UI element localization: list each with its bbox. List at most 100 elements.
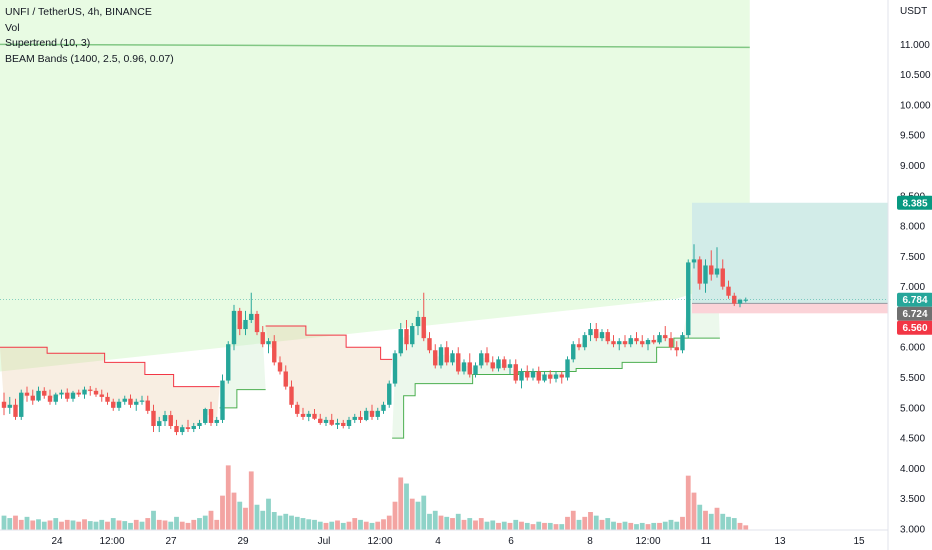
price-tick-label[interactable]: 4.500 [900,434,925,445]
symbol-title[interactable]: UNFI / TetherUS, 4h, BINANCE [5,6,152,18]
candle-body[interactable] [548,374,553,379]
candle-body[interactable] [461,362,467,372]
candle-body[interactable] [168,415,173,426]
candle-body[interactable] [162,415,168,422]
candle-body[interactable] [105,396,110,402]
price-tick-label[interactable]: 8.000 [900,222,925,233]
candle-body[interactable] [1,401,7,408]
candle-body[interactable] [433,350,438,366]
candle-body[interactable] [116,401,122,408]
last-price-tag-bg[interactable] [897,292,932,307]
candle-body[interactable] [226,344,231,381]
candle-body[interactable] [151,410,156,426]
candle-body[interactable] [582,335,587,348]
candle-body[interactable] [180,427,185,433]
candle-body[interactable] [387,383,392,405]
candle-body[interactable] [381,404,386,411]
candle-body[interactable] [88,389,93,391]
candle-body[interactable] [444,347,449,363]
candle-body[interactable] [519,371,524,381]
position-target-zone[interactable] [692,202,888,304]
candle-body[interactable] [427,338,432,351]
candle-body[interactable] [358,416,363,420]
last-price-tag[interactable]: 6.784 [902,295,927,306]
price-tick-label[interactable]: 3.500 [900,494,925,505]
price-tick-label[interactable]: 3.000 [900,524,925,535]
price-tick-label[interactable]: 6.000 [900,343,925,354]
candle-body[interactable] [536,371,541,381]
candle-body[interactable] [231,310,237,345]
candle-body[interactable] [53,394,58,402]
candle-body[interactable] [185,427,191,430]
candle-body[interactable] [346,419,352,426]
candle-body[interactable] [525,371,530,378]
candle-body[interactable] [559,374,564,378]
candle-body[interactable] [82,389,87,395]
candle-body[interactable] [237,310,242,330]
time-tick-label[interactable]: 12:00 [367,536,392,547]
candle-body[interactable] [651,339,656,343]
price-tick-label[interactable]: 4.000 [900,464,925,475]
candle-body[interactable] [456,353,461,372]
candle-body[interactable] [30,395,35,401]
candle-body[interactable] [484,353,490,363]
candle-body[interactable] [634,338,639,342]
candle-body[interactable] [720,268,725,287]
candle-body[interactable] [703,265,708,284]
candle-body[interactable] [415,316,421,327]
candle-body[interactable] [605,332,610,342]
candle-body[interactable] [553,374,559,379]
time-tick-label[interactable]: 11 [701,536,712,547]
time-tick-label[interactable]: 6 [508,536,514,547]
candle-body[interactable] [421,316,426,339]
candle-body[interactable] [375,410,380,417]
candle-body[interactable] [42,390,47,396]
candle-body[interactable] [450,353,455,363]
candle-body[interactable] [341,422,346,426]
candle-body[interactable] [726,286,731,296]
candle-body[interactable] [191,425,196,430]
candle-body[interactable] [410,326,415,345]
candle-body[interactable] [674,347,679,351]
candle-body[interactable] [490,362,495,369]
candle-body[interactable] [197,422,202,426]
candle-body[interactable] [628,338,633,345]
time-tick-label[interactable]: 15 [853,536,865,547]
candle-body[interactable] [732,295,737,304]
candle-body[interactable] [617,341,622,345]
candle-body[interactable] [318,418,323,423]
candle-body[interactable] [128,398,133,405]
candle-body[interactable] [714,268,720,275]
candle-body[interactable] [76,392,81,395]
candle-body[interactable] [7,404,12,408]
candle-body[interactable] [93,390,99,395]
candle-body[interactable] [243,319,248,330]
candle-body[interactable] [134,401,139,405]
candle-body[interactable] [599,332,605,339]
candle-body[interactable] [260,332,265,345]
candle-body[interactable] [542,374,547,381]
price-tick-label[interactable]: 11.000 [900,40,930,51]
candle-body[interactable] [254,313,260,333]
candle-body[interactable] [352,416,357,420]
price-tick-label[interactable]: 7.500 [900,252,925,263]
candle-body[interactable] [208,409,214,423]
time-tick-label[interactable]: 13 [774,536,786,547]
time-tick-label[interactable]: 8 [587,536,593,547]
candle-body[interactable] [392,353,398,384]
candle-body[interactable] [404,329,409,345]
candle-body[interactable] [369,410,375,417]
candle-body[interactable] [122,398,127,402]
candle-body[interactable] [139,400,145,402]
candle-body[interactable] [283,371,288,387]
price-tick-label[interactable]: 5.500 [900,373,925,384]
price-tick-label[interactable]: 7.000 [900,282,925,293]
candle-body[interactable] [329,419,334,425]
candle-body[interactable] [111,401,116,408]
stop-price-tag[interactable]: 6.560 [902,323,927,334]
time-tick-label[interactable]: 4 [435,536,441,547]
candle-body[interactable] [145,400,150,411]
candle-body[interactable] [565,359,570,378]
candle-body[interactable] [19,392,24,417]
